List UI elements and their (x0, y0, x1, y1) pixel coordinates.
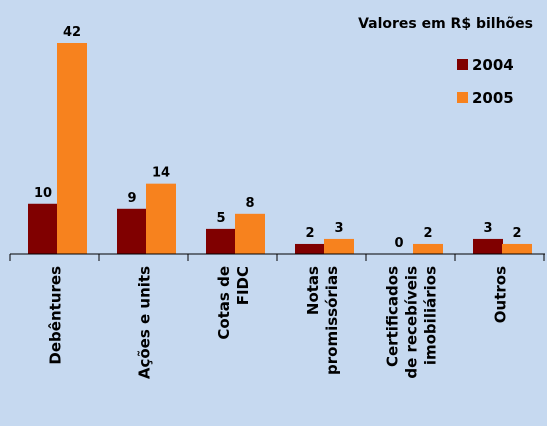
x-tick-label: de recebíveis (403, 266, 421, 379)
bar (324, 238, 354, 254)
bar (295, 243, 325, 254)
bar (206, 228, 236, 254)
x-tick-label: Outros (492, 266, 510, 323)
bar (235, 213, 265, 254)
x-tick-label: FIDC (234, 266, 252, 305)
x-tick-label: Debêntures (47, 266, 65, 365)
data-label: 10 (34, 186, 52, 201)
data-label: 3 (334, 221, 343, 236)
legend-label: 2004 (472, 56, 514, 74)
data-label: 14 (152, 166, 170, 181)
bar (502, 243, 532, 254)
bar (413, 243, 443, 254)
x-tick-label: promissórias (323, 266, 341, 375)
bar (57, 43, 87, 254)
x-tick-label: Certificados (384, 266, 402, 367)
legend-label: 2005 (472, 89, 514, 107)
data-label: 5 (216, 211, 225, 226)
data-label: 2 (512, 226, 521, 241)
data-label: 3 (483, 221, 492, 236)
data-label: 9 (127, 191, 136, 206)
x-tick-label: Cotas de (215, 266, 233, 340)
legend-swatch (457, 92, 468, 103)
data-label: 0 (394, 236, 403, 251)
data-label: 42 (63, 25, 81, 40)
data-label: 2 (423, 226, 432, 241)
bar (117, 208, 147, 254)
data-label: 8 (245, 196, 254, 211)
chart-title: Valores em R$ bilhões (358, 16, 533, 32)
bar (473, 238, 503, 254)
bar (28, 203, 58, 254)
data-label: 2 (305, 226, 314, 241)
x-tick-label: Notas (304, 266, 322, 315)
x-tick-label: imobiliários (422, 266, 440, 365)
legend-swatch (457, 59, 468, 70)
x-tick-label: Ações e units (136, 266, 154, 379)
bar (146, 183, 176, 254)
